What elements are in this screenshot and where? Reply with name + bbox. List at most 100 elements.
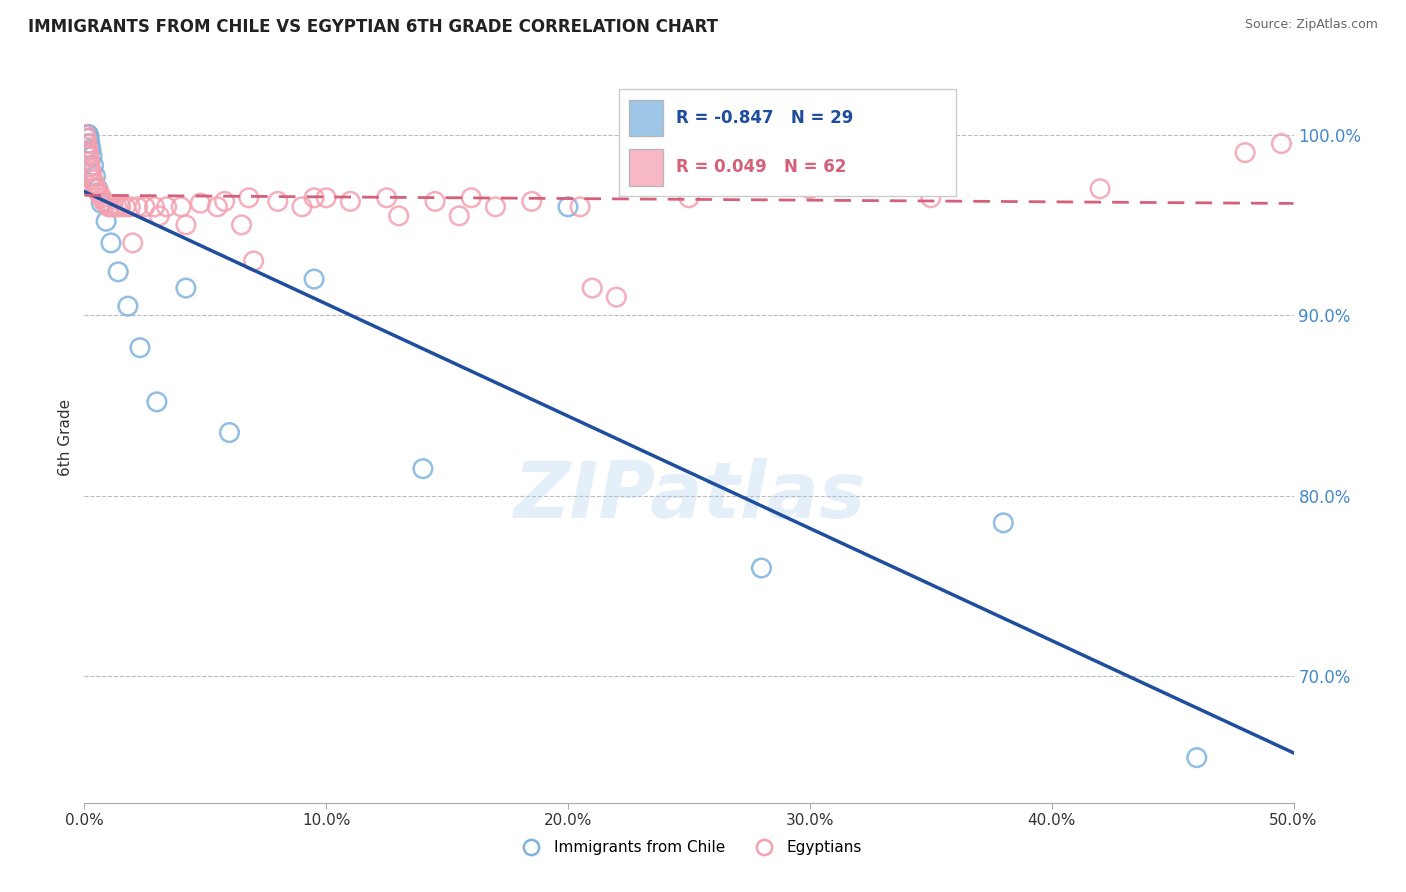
Point <box>1088 182 1111 196</box>
Point <box>76 140 98 154</box>
Point <box>83 158 105 172</box>
Point <box>678 191 700 205</box>
Text: R = -0.847   N = 29: R = -0.847 N = 29 <box>676 109 853 127</box>
Point <box>1270 136 1292 151</box>
Point <box>90 191 112 205</box>
Point <box>97 200 120 214</box>
Point <box>79 160 101 174</box>
Point <box>155 200 177 214</box>
Point <box>388 209 411 223</box>
Point <box>920 191 942 205</box>
Point <box>84 169 107 183</box>
Point <box>76 144 98 158</box>
Point <box>134 200 156 214</box>
Point <box>605 290 627 304</box>
Point <box>170 200 193 214</box>
Point <box>80 142 103 156</box>
Point <box>218 425 240 440</box>
Point <box>86 182 108 196</box>
Point <box>581 281 603 295</box>
Point <box>80 163 103 178</box>
Point <box>93 194 115 209</box>
Point <box>484 200 506 214</box>
Point <box>114 200 136 214</box>
Point <box>207 200 229 214</box>
Point <box>291 200 314 214</box>
Text: Source: ZipAtlas.com: Source: ZipAtlas.com <box>1244 18 1378 31</box>
Point <box>100 200 122 214</box>
Text: ZIPatlas: ZIPatlas <box>513 458 865 533</box>
Text: IMMIGRANTS FROM CHILE VS EGYPTIAN 6TH GRADE CORRELATION CHART: IMMIGRANTS FROM CHILE VS EGYPTIAN 6TH GR… <box>28 18 718 36</box>
Point <box>75 128 97 142</box>
Point <box>110 200 132 214</box>
Point <box>77 131 100 145</box>
Point <box>79 154 101 169</box>
Point <box>339 194 361 209</box>
Point <box>242 254 264 268</box>
Point <box>77 128 100 142</box>
Point <box>75 128 97 142</box>
Point <box>89 187 111 202</box>
Text: R = 0.049   N = 62: R = 0.049 N = 62 <box>676 159 846 177</box>
Point <box>127 200 149 214</box>
Point <box>87 186 110 200</box>
Point <box>146 395 169 409</box>
Point <box>129 341 152 355</box>
Point <box>84 180 107 194</box>
Point <box>82 149 104 163</box>
Point <box>121 235 143 250</box>
Point <box>449 209 471 223</box>
Point <box>174 218 197 232</box>
FancyBboxPatch shape <box>628 100 662 136</box>
Point <box>76 136 98 151</box>
FancyBboxPatch shape <box>628 149 662 186</box>
Point <box>82 172 104 186</box>
Point <box>90 196 112 211</box>
Point <box>80 169 103 183</box>
Point <box>751 561 773 575</box>
FancyBboxPatch shape <box>619 89 956 196</box>
Point <box>569 200 592 214</box>
Point <box>87 182 110 196</box>
Point <box>75 128 97 142</box>
Legend: Immigrants from Chile, Egyptians: Immigrants from Chile, Egyptians <box>510 834 868 861</box>
Point <box>94 196 117 211</box>
Point <box>77 128 100 142</box>
Point <box>520 194 543 209</box>
Point <box>77 147 100 161</box>
Point <box>423 194 446 209</box>
Point <box>1234 145 1257 160</box>
Point <box>148 209 170 223</box>
Point <box>83 177 105 191</box>
Point <box>302 272 325 286</box>
Point <box>214 194 236 209</box>
Point <box>1185 750 1208 764</box>
Point <box>117 299 139 313</box>
Point <box>190 196 212 211</box>
Point <box>120 200 142 214</box>
Point <box>143 200 166 214</box>
Point <box>412 461 434 475</box>
Point <box>231 218 253 232</box>
Point <box>799 182 821 196</box>
Point <box>75 131 97 145</box>
Point <box>76 128 98 142</box>
Point <box>267 194 290 209</box>
Point <box>77 149 100 163</box>
Point <box>107 265 129 279</box>
Point <box>105 200 128 214</box>
Point <box>103 200 125 214</box>
Point <box>375 191 398 205</box>
Point <box>993 516 1015 530</box>
Point <box>76 128 98 142</box>
Point <box>79 136 101 151</box>
Point <box>460 191 482 205</box>
Point <box>76 128 98 142</box>
Point <box>100 235 122 250</box>
Point <box>238 191 260 205</box>
Point <box>302 191 325 205</box>
Point <box>557 200 579 214</box>
Y-axis label: 6th Grade: 6th Grade <box>58 399 73 475</box>
Point <box>315 191 337 205</box>
Point <box>174 281 197 295</box>
